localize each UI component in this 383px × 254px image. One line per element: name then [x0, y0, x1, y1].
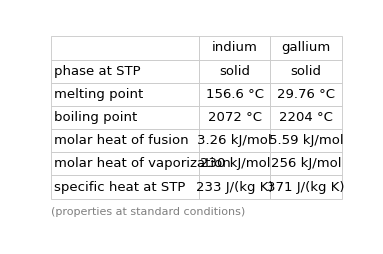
Text: molar heat of fusion: molar heat of fusion — [54, 134, 189, 147]
Text: gallium: gallium — [282, 41, 331, 54]
Bar — [199, 176, 270, 199]
Text: 29.76 °C: 29.76 °C — [277, 88, 335, 101]
Bar — [270, 129, 342, 152]
Text: 5.59 kJ/mol: 5.59 kJ/mol — [269, 134, 344, 147]
Text: 233 J/(kg K): 233 J/(kg K) — [196, 181, 273, 194]
Bar — [270, 106, 342, 129]
Bar — [199, 59, 270, 83]
Text: solid: solid — [219, 65, 250, 78]
Text: solid: solid — [291, 65, 322, 78]
Text: 371 J/(kg K): 371 J/(kg K) — [267, 181, 345, 194]
Bar — [199, 83, 270, 106]
Bar — [270, 59, 342, 83]
Bar — [199, 129, 270, 152]
Text: specific heat at STP: specific heat at STP — [54, 181, 186, 194]
Text: 3.26 kJ/mol: 3.26 kJ/mol — [198, 134, 272, 147]
Text: indium: indium — [212, 41, 258, 54]
Text: 156.6 °C: 156.6 °C — [206, 88, 264, 101]
Text: molar heat of vaporization: molar heat of vaporization — [54, 157, 231, 170]
Bar — [270, 152, 342, 176]
Bar — [51, 106, 199, 129]
Text: melting point: melting point — [54, 88, 144, 101]
Bar — [51, 152, 199, 176]
Bar — [51, 129, 199, 152]
Bar — [270, 36, 342, 59]
Text: boiling point: boiling point — [54, 111, 137, 124]
Bar — [199, 106, 270, 129]
Text: 256 kJ/mol: 256 kJ/mol — [271, 157, 341, 170]
Bar — [270, 176, 342, 199]
Bar — [51, 59, 199, 83]
Bar — [51, 36, 199, 59]
Bar — [199, 36, 270, 59]
Text: 2204 °C: 2204 °C — [279, 111, 333, 124]
Bar — [51, 83, 199, 106]
Bar — [199, 152, 270, 176]
Text: (properties at standard conditions): (properties at standard conditions) — [51, 207, 245, 217]
Bar — [51, 176, 199, 199]
Text: 2072 °C: 2072 °C — [208, 111, 262, 124]
Bar — [270, 83, 342, 106]
Text: 230 kJ/mol: 230 kJ/mol — [200, 157, 270, 170]
Text: phase at STP: phase at STP — [54, 65, 141, 78]
